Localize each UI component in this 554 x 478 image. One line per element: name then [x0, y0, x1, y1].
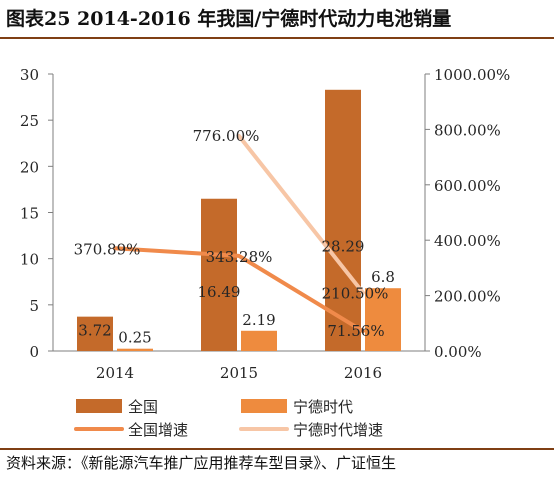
legend-swatch — [76, 399, 122, 413]
chart: 0 5 10 15 20 25 30 0.00% 200.00% 400.00% 600.00% 80… — [20, 66, 510, 439]
y-right-tick-label: 200.00% — [434, 288, 501, 306]
line-value-label: 370.89% — [74, 240, 141, 258]
source-note: 资料来源：《新能源汽车推广应用推荐车型目录》、广证恒生 — [6, 454, 397, 472]
legend-label: 全国增速 — [128, 421, 188, 439]
series-line — [113, 246, 365, 334]
line-value-label: 210.50% — [322, 285, 389, 303]
legend-swatch — [241, 399, 287, 413]
bar-value-label: 16.49 — [198, 283, 241, 301]
x-tick-label: 2016 — [344, 364, 382, 382]
title-divider — [0, 37, 554, 39]
y-left-tick-label: 5 — [29, 297, 39, 315]
bar-value-label: 6.8 — [371, 268, 395, 286]
axes: 0 5 10 15 20 25 30 0.00% 200.00% 400.00% 600.00% 80… — [20, 66, 510, 382]
y-right-tick-label: 400.00% — [434, 232, 501, 250]
bar — [117, 348, 153, 351]
bar — [201, 198, 237, 351]
y-right-tick-label: 1000.00% — [434, 66, 510, 84]
bar-value-label: 2.19 — [242, 311, 275, 329]
y-left-tick-label: 30 — [20, 66, 39, 84]
bar — [241, 330, 277, 351]
bars — [77, 89, 401, 351]
line-value-label: 343.28% — [206, 248, 273, 266]
legend-label: 全国 — [128, 398, 158, 416]
bar-value-label: 28.29 — [322, 237, 365, 255]
bar-value-label: 3.72 — [78, 322, 111, 340]
source-divider — [0, 448, 554, 450]
x-tick-label: 2015 — [220, 364, 258, 382]
line-value-label: 776.00% — [193, 127, 260, 145]
y-right-tick-label: 600.00% — [434, 177, 501, 195]
bar — [77, 316, 113, 351]
series-line — [237, 134, 365, 295]
bar — [365, 288, 401, 351]
y-left-tick-label: 0 — [29, 343, 39, 361]
bar-value-label: 0.25 — [118, 329, 151, 347]
bar — [325, 89, 361, 351]
y-right-tick-label: 0.00% — [434, 343, 482, 361]
legend-label: 宁德时代增速 — [293, 421, 383, 439]
legend-label: 宁德时代 — [293, 398, 353, 416]
chart-title: 图表25 2014-2016 年我国/宁德时代动力电池销量 — [6, 8, 452, 30]
y-left-tick-label: 25 — [20, 112, 39, 130]
y-right-tick-label: 800.00% — [434, 121, 501, 139]
y-left-tick-label: 20 — [20, 158, 39, 176]
y-left-tick-label: 15 — [20, 205, 39, 223]
lines — [113, 134, 365, 334]
line-value-label: 71.56% — [327, 322, 384, 340]
data-labels: 3.72 16.49 28.29 0.25 2.19 6.8 370.89% 343.28% 7… — [74, 127, 395, 347]
y-left-tick-label: 10 — [20, 251, 39, 269]
x-tick-label: 2014 — [96, 364, 134, 382]
